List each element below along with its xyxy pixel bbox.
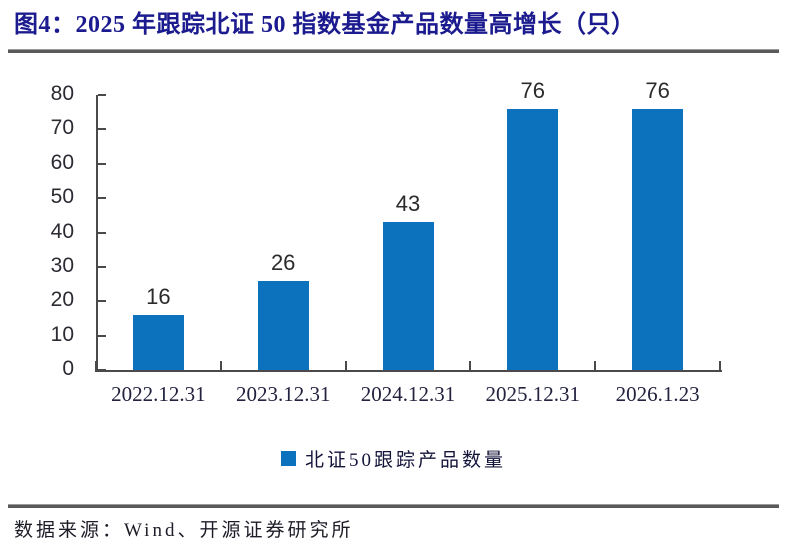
bar <box>507 108 559 370</box>
legend-swatch <box>280 450 296 466</box>
bar-value-label: 43 <box>395 191 421 217</box>
y-tick <box>98 128 106 131</box>
legend-label: 北证50跟踪产品数量 <box>304 449 506 471</box>
x-tick <box>594 361 597 370</box>
y-tick-label: 10 <box>50 322 74 346</box>
x-category-label: 2023.12.31 <box>235 382 331 406</box>
x-tick <box>469 361 472 370</box>
y-tick-label: 70 <box>50 116 74 140</box>
y-tick <box>98 94 106 96</box>
figure-title: 图4：2025 年跟踪北证 50 指数基金产品数量高增长（只） <box>14 12 636 38</box>
bar-value-label: 76 <box>520 77 546 103</box>
bar-value-label: 16 <box>146 284 171 309</box>
y-tick-label: 40 <box>50 219 74 243</box>
source-note: 数据来源：Wind、开源证券研究所 <box>14 520 354 541</box>
y-tick <box>98 197 106 200</box>
x-tick <box>95 361 97 370</box>
bar <box>632 108 684 370</box>
y-tick-label: 30 <box>50 253 74 277</box>
y-tick <box>98 334 106 337</box>
bar <box>257 280 309 370</box>
bar <box>382 222 434 370</box>
bar <box>132 315 184 370</box>
y-tick-label: 0 <box>62 357 74 380</box>
bar-value-label: 76 <box>645 77 670 103</box>
y-axis-line <box>96 95 98 372</box>
y-tick-label: 80 <box>50 82 74 105</box>
x-tick <box>719 361 721 370</box>
chart-legend: 北证50跟踪产品数量 <box>0 445 787 471</box>
y-tick <box>98 162 106 165</box>
y-tick <box>98 265 106 268</box>
x-category-label: 2025.12.31 <box>485 382 581 406</box>
x-tick <box>219 361 222 370</box>
y-tick-label: 50 <box>50 185 74 209</box>
bar-chart: 0 10 20 30 40 50 60 70 80 16 26 43 76 76 2022.12.31 2… <box>0 56 787 436</box>
y-tick <box>98 300 106 303</box>
bar-value-label: 26 <box>270 249 296 275</box>
y-tick-label: 20 <box>50 288 74 312</box>
x-category-label: 2026.1.23 <box>615 382 700 406</box>
y-tick <box>98 369 106 371</box>
x-category-label: 2024.12.31 <box>360 382 456 406</box>
source-divider <box>8 504 779 508</box>
x-category-label: 2022.12.31 <box>111 382 206 406</box>
y-tick-label: 60 <box>50 150 74 174</box>
y-tick <box>98 231 106 234</box>
x-axis-line <box>95 370 722 372</box>
x-tick <box>344 361 347 370</box>
title-divider <box>8 49 779 53</box>
